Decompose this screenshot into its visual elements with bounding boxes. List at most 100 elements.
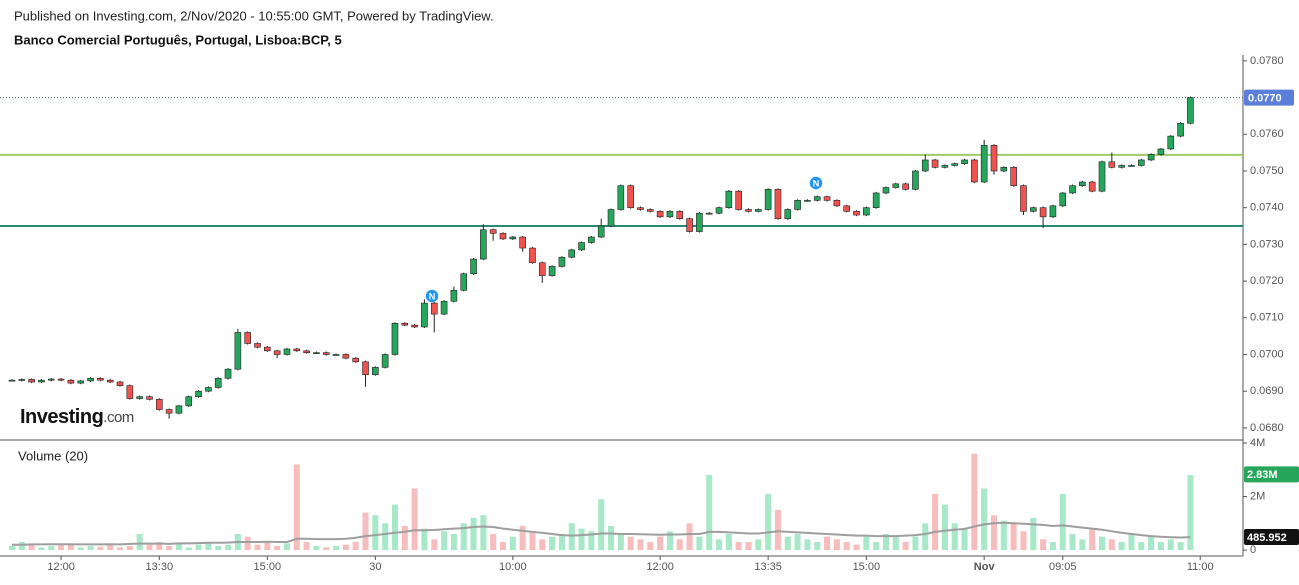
volume-bar: [156, 542, 163, 551]
news-marker-circle[interactable]: [808, 175, 824, 191]
volume-bar: [215, 546, 222, 551]
chart-title: Banco Comercial Português, Portugal, Lis…: [14, 32, 342, 47]
volume-bar: [470, 517, 477, 551]
volume-bar: [902, 542, 909, 551]
volume-bar: [549, 536, 556, 551]
candle-body: [666, 211, 674, 218]
volume-bar: [578, 528, 585, 551]
volume-ma-last-box-label: 485.952: [1247, 532, 1287, 544]
volume-bar: [558, 533, 565, 551]
x-tick-label: 09:05: [1049, 561, 1077, 573]
volume-bar: [971, 453, 978, 551]
volume-bar: [1099, 536, 1106, 551]
x-tick-label: 12:00: [646, 561, 674, 573]
volume-bar: [342, 544, 349, 551]
volume-bar: [657, 536, 664, 551]
volume-bar: [637, 539, 644, 551]
volume-bar: [500, 542, 506, 551]
y-tick-label: 0.0720: [1250, 275, 1284, 287]
volume-bar: [391, 504, 398, 551]
volume-bar: [283, 543, 290, 551]
volume-bar: [735, 542, 742, 551]
candle-body: [303, 350, 310, 353]
candle-body: [480, 229, 487, 260]
candle-body: [961, 159, 968, 164]
volume-ma-line: [12, 521, 1191, 546]
volume-bar: [87, 546, 94, 551]
volume-bar: [97, 546, 104, 551]
volume-bar: [136, 533, 143, 551]
volume-bar: [313, 546, 320, 551]
candle-body: [951, 163, 959, 166]
candle-body: [912, 170, 919, 190]
x-tick-label: 13:30: [146, 561, 174, 573]
volume-bar: [323, 547, 330, 551]
candle-body: [214, 378, 222, 388]
candle-body: [548, 266, 556, 276]
candle-body: [902, 183, 909, 190]
candle-body: [617, 185, 625, 210]
published-note: Published on Investing.com, 2/Nov/2020 -…: [14, 8, 494, 23]
volume-bar: [1187, 475, 1194, 551]
volume-bar: [126, 546, 133, 551]
candle-body: [489, 229, 497, 234]
candle-body: [460, 273, 468, 291]
candle-body: [254, 343, 261, 348]
volume-bar: [58, 543, 65, 551]
candle-body: [558, 256, 566, 267]
volume-bar: [598, 499, 605, 551]
candle-body: [126, 385, 134, 399]
volume-bar: [401, 525, 408, 551]
y-tick-label: 0.0690: [1250, 385, 1284, 397]
candle-body: [931, 159, 939, 168]
x-tick-label: 15:00: [254, 561, 282, 573]
volume-bar: [951, 523, 958, 551]
candle-body: [696, 212, 703, 232]
candle-body: [715, 207, 723, 214]
news-marker[interactable]: N: [808, 175, 824, 191]
candle-body: [1079, 181, 1086, 186]
volume-bar: [28, 544, 35, 551]
candle-body: [735, 190, 742, 210]
logo-suffix: .com: [103, 409, 134, 426]
volume-bar: [421, 528, 428, 551]
candle-body: [1029, 207, 1037, 212]
candle-body: [67, 379, 75, 384]
last-price-label: 0.0770: [1248, 92, 1282, 104]
y-tick-label: 0.0780: [1250, 55, 1284, 67]
volume-bar: [1000, 520, 1007, 551]
candle-body: [185, 396, 193, 407]
candle-body: [499, 233, 507, 240]
volume-bar: [784, 536, 791, 551]
volume-bar: [38, 547, 45, 551]
y-tick-label: 0.0700: [1250, 348, 1284, 360]
volume-tick-label: 2M: [1250, 490, 1265, 502]
news-marker-label[interactable]: N: [813, 178, 820, 188]
candle-body: [597, 225, 605, 238]
volume-bar: [568, 523, 575, 551]
candle-body: [686, 218, 693, 232]
news-marker[interactable]: N: [424, 288, 440, 304]
candle-body: [853, 211, 860, 216]
news-marker-label[interactable]: N: [429, 291, 436, 301]
candle-body: [156, 398, 163, 410]
candle-body: [980, 144, 988, 183]
volume-bar: [765, 493, 772, 551]
candle-body: [843, 205, 851, 212]
volume-bar: [922, 523, 929, 551]
volume-bar: [627, 536, 634, 551]
candle-body: [97, 378, 104, 381]
candle-body: [1157, 148, 1165, 155]
candle-body: [755, 209, 762, 212]
candle-body: [391, 322, 399, 355]
candle-body: [1118, 165, 1125, 168]
candle-body: [578, 242, 585, 251]
candle-body: [224, 368, 232, 379]
volume-tick-label: 4M: [1250, 437, 1265, 449]
volume-bar: [382, 523, 389, 551]
x-tick-label: 15:00: [853, 561, 881, 573]
candle-body: [774, 189, 782, 219]
candle-body: [264, 346, 271, 352]
volume-bar: [1177, 542, 1184, 551]
